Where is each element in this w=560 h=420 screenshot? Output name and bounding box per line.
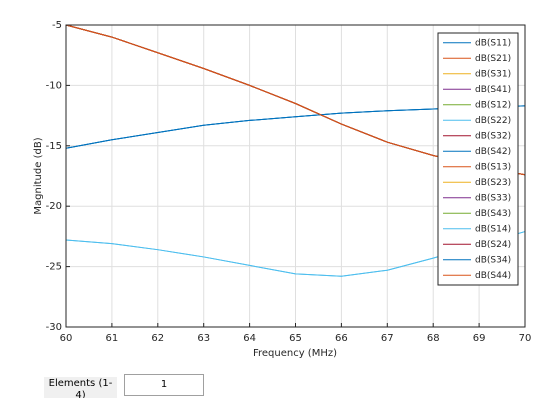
x-tick-label: 66 xyxy=(335,333,348,344)
elements-label: Elements (1-4) xyxy=(44,377,117,398)
legend-label: dB(S41) xyxy=(475,85,511,95)
legend-label: dB(S14) xyxy=(475,224,511,234)
x-tick-label: 65 xyxy=(289,333,302,344)
y-tick-label: -25 xyxy=(46,262,62,273)
x-tick-label: 67 xyxy=(381,333,394,344)
x-tick-label: 64 xyxy=(243,333,256,344)
x-tick-label: 68 xyxy=(427,333,440,344)
legend-label: dB(S42) xyxy=(475,147,511,157)
x-tick-label: 69 xyxy=(473,333,486,344)
legend-label: dB(S12) xyxy=(475,100,511,110)
legend-label: dB(S23) xyxy=(475,178,511,188)
legend-label: dB(S24) xyxy=(475,240,511,250)
legend-label: dB(S11) xyxy=(475,38,511,48)
plot-frame xyxy=(65,24,526,328)
chart: Frequency (MHz) Magnitude (dB) 60 61 62 63 6… xyxy=(33,20,532,359)
x-tick-label: 60 xyxy=(60,333,73,344)
x-tick-label: 63 xyxy=(197,333,210,344)
legend-label: dB(S34) xyxy=(475,255,511,265)
legend-label: dB(S21) xyxy=(475,54,511,64)
legend-label: dB(S33) xyxy=(475,193,511,203)
x-axis-label: Frequency (MHz) xyxy=(253,348,337,359)
x-tick-label: 62 xyxy=(151,333,164,344)
legend-label: dB(S31) xyxy=(475,69,511,79)
y-tick-label: -20 xyxy=(46,201,62,212)
elements-input[interactable]: 1 xyxy=(124,374,204,396)
y-tick-label: -30 xyxy=(46,322,62,333)
legend-label: dB(S32) xyxy=(475,131,511,141)
y-tick-label: -5 xyxy=(52,20,62,31)
y-tick-label: -10 xyxy=(46,80,62,91)
legend-label: dB(S43) xyxy=(475,209,511,219)
y-axis-label: Magnitude (dB) xyxy=(33,137,44,214)
legend-box xyxy=(437,32,519,286)
x-tick-label: 70 xyxy=(519,333,532,344)
legend-label: dB(S13) xyxy=(475,162,511,172)
x-tick-label: 61 xyxy=(106,333,119,344)
legend-label: dB(S22) xyxy=(475,116,511,126)
legend-label: dB(S44) xyxy=(475,271,511,281)
y-tick-label: -15 xyxy=(46,141,62,152)
